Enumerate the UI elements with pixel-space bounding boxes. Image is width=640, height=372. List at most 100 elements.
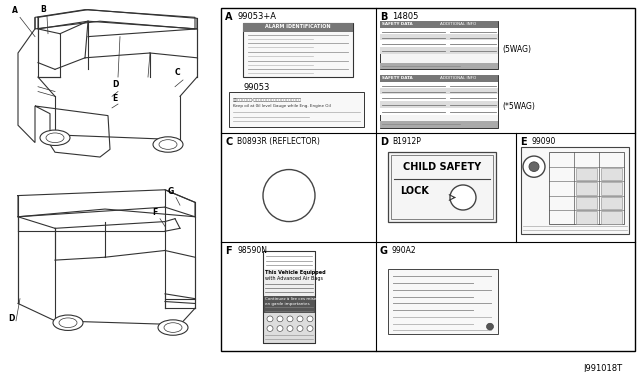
Bar (380, 34, 498, 41)
Bar (263, 296, 315, 313)
Circle shape (307, 326, 313, 331)
Bar (380, 47, 498, 54)
Text: F: F (152, 208, 157, 217)
Text: en garde importantes: en garde importantes (265, 302, 310, 305)
Text: Continuez à lire ces mises: Continuez à lire ces mises (265, 297, 318, 301)
Text: B: B (380, 12, 387, 22)
Bar (263, 251, 315, 343)
Ellipse shape (153, 137, 183, 152)
Bar (576, 182, 597, 195)
Bar (380, 108, 498, 115)
Bar (380, 82, 498, 89)
Bar (380, 75, 498, 82)
Text: J991018T: J991018T (583, 364, 622, 372)
Bar (380, 101, 498, 108)
Ellipse shape (158, 320, 188, 335)
Bar (380, 94, 498, 101)
Circle shape (287, 316, 293, 322)
Bar (243, 23, 353, 32)
Circle shape (277, 326, 283, 331)
Bar (380, 75, 498, 128)
Polygon shape (35, 10, 195, 29)
Circle shape (486, 323, 493, 330)
Bar (229, 93, 364, 127)
Bar (576, 196, 597, 209)
Text: エンジンオイルは/ルースの警告ラベルを確認してください。: エンジンオイルは/ルースの警告ラベルを確認してください。 (233, 97, 302, 101)
Ellipse shape (40, 130, 70, 145)
Bar (391, 155, 493, 219)
Text: A: A (225, 12, 232, 22)
Circle shape (523, 156, 545, 177)
Text: 99053+A: 99053+A (237, 12, 276, 20)
Text: (*5WAG): (*5WAG) (502, 102, 535, 111)
Bar (380, 121, 498, 128)
Bar (521, 147, 629, 234)
Text: C: C (175, 68, 180, 77)
Circle shape (450, 185, 476, 210)
Bar (380, 88, 498, 94)
Text: D: D (8, 314, 14, 323)
Text: with Advanced Air Bags: with Advanced Air Bags (265, 276, 323, 282)
Text: B1912P: B1912P (392, 137, 421, 146)
Text: D: D (380, 137, 388, 147)
Text: 98590N: 98590N (237, 246, 267, 255)
Bar (576, 211, 597, 224)
Ellipse shape (53, 315, 83, 330)
Circle shape (297, 326, 303, 331)
Text: G: G (380, 246, 388, 256)
Text: Keep oil at 0il level Gauge while Eng. Engine Oil: Keep oil at 0il level Gauge while Eng. E… (233, 104, 331, 108)
Text: F: F (225, 246, 232, 256)
Circle shape (267, 326, 273, 331)
Text: ADDITIONAL INFO: ADDITIONAL INFO (440, 22, 476, 26)
Bar (221, 8, 635, 351)
Text: 99053: 99053 (243, 83, 269, 92)
Text: This Vehicle Equipped: This Vehicle Equipped (265, 270, 326, 275)
Circle shape (529, 162, 539, 171)
Text: G: G (168, 187, 174, 196)
Circle shape (287, 326, 293, 331)
Bar (263, 251, 315, 269)
Bar (601, 211, 622, 224)
Text: LOCK: LOCK (400, 186, 429, 196)
Ellipse shape (59, 318, 77, 328)
Bar (388, 152, 496, 222)
Text: E: E (520, 137, 527, 147)
Bar (601, 182, 622, 195)
Bar (601, 168, 622, 180)
Bar (263, 269, 315, 343)
Ellipse shape (46, 133, 64, 142)
Text: A: A (12, 6, 18, 16)
Bar (380, 28, 498, 35)
Circle shape (277, 316, 283, 322)
Ellipse shape (164, 323, 182, 332)
Circle shape (267, 316, 273, 322)
Bar (601, 196, 622, 209)
Text: 990A2: 990A2 (392, 246, 417, 255)
Bar (263, 313, 315, 343)
Text: (5WAG): (5WAG) (502, 45, 531, 54)
Bar (263, 269, 315, 296)
Text: E: E (112, 94, 117, 103)
Text: B: B (40, 4, 45, 13)
Bar (549, 152, 624, 224)
Text: D: D (112, 80, 118, 89)
Ellipse shape (159, 140, 177, 149)
Bar (380, 41, 498, 47)
Bar (576, 168, 597, 180)
Text: SAFETY DATA: SAFETY DATA (382, 22, 413, 26)
Text: ALARM IDENTIFICATION: ALARM IDENTIFICATION (265, 24, 331, 29)
Text: 99090: 99090 (532, 137, 556, 146)
Circle shape (307, 316, 313, 322)
Bar (243, 23, 353, 77)
Circle shape (297, 316, 303, 322)
Text: ADDITIONAL INFO: ADDITIONAL INFO (440, 76, 476, 80)
Bar (380, 21, 498, 69)
Ellipse shape (263, 170, 315, 222)
Text: CHILD SAFETY: CHILD SAFETY (403, 162, 481, 172)
Bar (388, 269, 498, 334)
Bar (380, 21, 498, 28)
Text: B0893R (REFLECTOR): B0893R (REFLECTOR) (237, 137, 320, 146)
Text: SAFETY DATA: SAFETY DATA (382, 76, 413, 80)
Bar (380, 62, 498, 69)
Text: C: C (225, 137, 232, 147)
